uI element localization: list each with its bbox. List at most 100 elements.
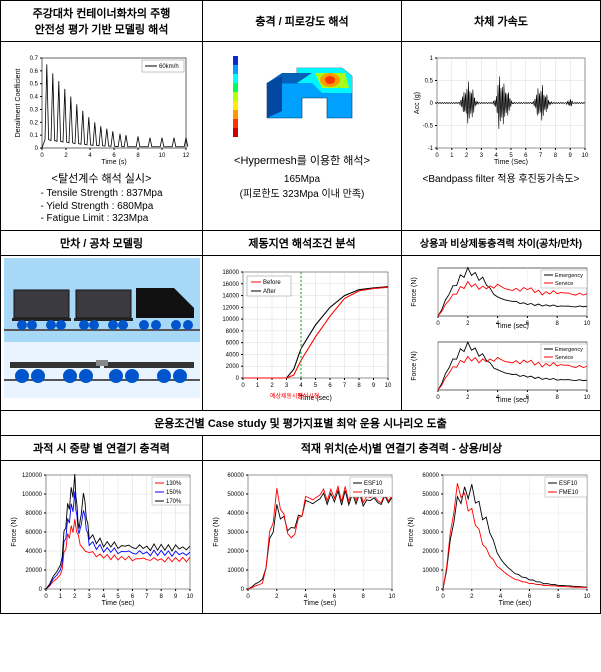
svg-text:6: 6	[329, 383, 333, 389]
strength-list: - Tensile Strength : 837Mpa - Yield Stre…	[40, 188, 162, 226]
hdr-modeling-l1: 주강대차 컨테이너화차의 주행	[7, 5, 196, 21]
overload-chart: 0123456789100200004000060000800001000001…	[8, 467, 196, 607]
svg-text:2: 2	[465, 153, 469, 159]
cell-wagon-render	[1, 255, 203, 410]
cell-overload: 0123456789100200004000060000800001000001…	[1, 460, 203, 613]
svg-text:8000: 8000	[226, 328, 240, 334]
svg-text:10: 10	[186, 594, 193, 600]
cell-hypermesh: <Hypermesh를 이용한 해석> 165Mpa (피로한도 323Mpa …	[203, 42, 402, 231]
svg-text:60000: 60000	[25, 530, 42, 536]
svg-text:10: 10	[584, 395, 591, 401]
svg-text:2: 2	[275, 594, 279, 600]
svg-text:FME10: FME10	[364, 490, 384, 496]
hdr-load-position: 적재 위치(순서)별 연결기 충격력 - 상용/비상	[203, 435, 601, 460]
svg-text:0.1: 0.1	[29, 133, 38, 139]
svg-text:1: 1	[450, 153, 454, 159]
svg-text:10: 10	[583, 594, 590, 600]
svg-text:Time (sec): Time (sec)	[304, 600, 337, 607]
svg-text:10: 10	[584, 321, 591, 327]
svg-text:0: 0	[34, 146, 38, 152]
hdr-accel: 차체 가속도	[401, 1, 600, 42]
hdr-impact: 충격 / 피로강도 해석	[203, 1, 402, 42]
svg-text:0: 0	[430, 101, 434, 107]
svg-text:8: 8	[556, 321, 560, 327]
svg-text:ESF10: ESF10	[559, 481, 578, 487]
analysis-grid: 주강대차 컨테이너화차의 주행 안전성 평가 기반 모델링 해석 충격 / 피로…	[0, 0, 601, 614]
svg-text:0.6: 0.6	[29, 69, 38, 75]
svg-text:60km/h: 60km/h	[159, 64, 179, 70]
hdr-modeling: 주강대차 컨테이너화차의 주행 안전성 평가 기반 모델링 해석	[1, 1, 203, 42]
svg-text:50000: 50000	[228, 492, 245, 498]
brake-diff-chart-loaded: 0246810Time (sec)Force (N)EmergencyServi…	[408, 336, 593, 404]
svg-text:10000: 10000	[422, 568, 439, 574]
svg-text:0: 0	[40, 153, 44, 159]
svg-text:150%: 150%	[166, 490, 182, 496]
svg-text:40000: 40000	[422, 511, 439, 517]
svg-text:100000: 100000	[21, 492, 42, 498]
svg-text:9: 9	[173, 594, 177, 600]
svg-text:-0.5: -0.5	[423, 124, 434, 130]
svg-text:0: 0	[241, 587, 245, 593]
fea-render	[227, 48, 377, 148]
svg-text:2: 2	[467, 321, 471, 327]
svg-text:18000: 18000	[223, 270, 240, 276]
svg-text:0.5: 0.5	[425, 79, 434, 85]
accel-chart: 012345678910-1-0.500.51Time (Sec)Acc (g)	[411, 48, 591, 166]
svg-text:Force (N): Force (N)	[408, 517, 415, 547]
svg-text:Force (N): Force (N)	[411, 277, 418, 307]
svg-text:0.7: 0.7	[29, 56, 38, 62]
svg-text:2: 2	[64, 153, 68, 159]
cell-accel: 012345678910-1-0.500.51Time (Sec)Acc (g)…	[401, 42, 600, 231]
svg-text:Acc (g): Acc (g)	[414, 92, 421, 114]
svg-text:Derailment Coefficient: Derailment Coefficient	[15, 69, 22, 138]
svg-text:10: 10	[385, 383, 392, 389]
svg-text:8: 8	[362, 594, 366, 600]
svg-text:0: 0	[437, 321, 441, 327]
svg-text:4000: 4000	[226, 352, 240, 358]
svg-text:12000: 12000	[223, 305, 240, 311]
svg-text:4: 4	[300, 383, 304, 389]
svg-text:3: 3	[87, 594, 91, 600]
svg-text:130%: 130%	[166, 481, 182, 487]
svg-text:Time (sec): Time (sec)	[498, 600, 531, 607]
fea-note: (피로한도 323Mpa 이내 만족)	[240, 185, 365, 200]
cell-brake-delay: 0123456789100200040006000800010000120001…	[203, 255, 402, 410]
svg-text:40000: 40000	[25, 549, 42, 555]
svg-text:60000: 60000	[228, 473, 245, 479]
svg-text:Emergency: Emergency	[555, 347, 583, 353]
svg-text:0.4: 0.4	[29, 95, 38, 101]
svg-text:Service: Service	[555, 281, 573, 287]
brake-diff-chart-empty: 0246810Time (sec)Force (N)EmergencyServi…	[408, 262, 593, 330]
svg-text:10000: 10000	[228, 568, 245, 574]
svg-text:1: 1	[58, 594, 62, 600]
svg-text:16000: 16000	[223, 281, 240, 287]
cell-derailment: 02468101200.10.20.30.40.50.60.7Time (s)D…	[1, 42, 203, 231]
svg-text:60000: 60000	[422, 473, 439, 479]
list-fatigue: - Fatigue Limit : 323Mpa	[40, 213, 162, 226]
fea-caption: <Hypermesh를 이용한 해석>	[234, 152, 370, 168]
svg-text:Force (N): Force (N)	[411, 351, 418, 381]
svg-text:0: 0	[441, 594, 445, 600]
svg-text:3: 3	[285, 383, 289, 389]
svg-text:7: 7	[145, 594, 149, 600]
svg-text:0: 0	[247, 594, 251, 600]
hdr-overload: 과적 시 중량 별 연결기 충격력	[1, 435, 203, 460]
svg-text:0: 0	[44, 594, 48, 600]
svg-text:170%: 170%	[166, 499, 182, 505]
cell-load-position: 02468100100002000030000400005000060000Ti…	[203, 460, 601, 613]
hdr-braking-delay: 제동지연 해석조건 분석	[203, 230, 402, 255]
svg-text:2000: 2000	[226, 364, 240, 370]
svg-text:8: 8	[159, 594, 163, 600]
brake-delay-chart: 0123456789100200040006000800010000120001…	[209, 262, 394, 402]
svg-text:1: 1	[430, 56, 434, 62]
svg-text:20000: 20000	[25, 568, 42, 574]
svg-text:10: 10	[158, 153, 165, 159]
derail-caption: <탈선계수 해석 실시>	[52, 170, 152, 186]
hdr-loadcase-model: 만차 / 공차 모델링	[1, 230, 203, 255]
hdr-modeling-l2: 안전성 평가 기반 모델링 해석	[7, 21, 196, 37]
wagon-render	[4, 258, 200, 398]
svg-text:-1: -1	[428, 146, 434, 152]
svg-text:20000: 20000	[228, 549, 245, 555]
svg-text:ESF10: ESF10	[364, 481, 383, 487]
svg-text:Time (sec): Time (sec)	[497, 323, 530, 330]
